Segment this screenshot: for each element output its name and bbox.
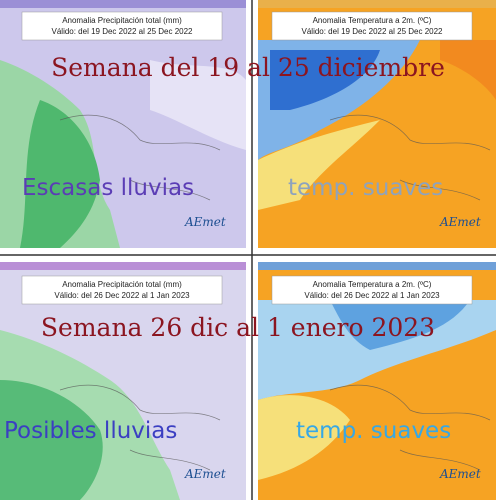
header-box <box>21 11 223 41</box>
caption: temp. suaves <box>288 175 443 201</box>
map-title: Anomalia Precipitación total (mm) <box>62 280 182 289</box>
rain-area <box>0 380 103 500</box>
caption: Escasas lluvias <box>22 175 194 201</box>
coastline <box>59 384 221 471</box>
rain-area <box>20 100 100 248</box>
coastline <box>329 384 491 471</box>
colorbar <box>258 262 496 270</box>
coastline <box>329 114 491 201</box>
logo: AEmet <box>184 215 226 229</box>
caption: temp. suaves <box>296 418 451 444</box>
dry-area <box>150 60 246 150</box>
caption: Posibles lluvias <box>4 418 177 444</box>
precip-map-2: Anomalia Precipitación total (mm) Válido… <box>0 262 246 500</box>
valid-range: Válido: del 19 Dec 2022 al 25 Dec 2022 <box>302 27 444 36</box>
temp-map-1: Anomalia Temperatura a 2m. (ºC) Válido: … <box>258 0 496 248</box>
valid-range: Válido: del 26 Dec 2022 al 1 Jan 2023 <box>54 291 190 300</box>
valid-range: Válido: del 26 Dec 2022 al 1 Jan 2023 <box>304 291 440 300</box>
mild-area <box>258 120 380 210</box>
week-heading: Semana 26 dic al 1 enero 2023 <box>41 313 435 342</box>
logo: AEmet <box>439 215 481 229</box>
cold-area <box>330 300 470 350</box>
logo: AEmet <box>184 467 226 481</box>
map-title: Anomalia Precipitación total (mm) <box>62 16 182 25</box>
map-title: Anomalia Temperatura a 2m. (ºC) <box>313 280 432 289</box>
coastline <box>59 114 221 201</box>
precip-map-1: Anomalia Precipitación total (mm) Válido… <box>0 0 246 248</box>
valid-range: Válido: del 19 Dec 2022 al 25 Dec 2022 <box>52 27 194 36</box>
warm-area <box>440 40 496 100</box>
colorbar <box>258 0 496 8</box>
mild-area <box>258 395 350 480</box>
map-title: Anomalia Temperatura a 2m. (ºC) <box>313 16 432 25</box>
cold-area <box>270 50 380 110</box>
week-heading: Semana del 19 al 25 diciembre <box>51 53 445 82</box>
temp-map-2: Anomalia Temperatura a 2m. (ºC) Válido: … <box>258 262 496 500</box>
header-box <box>271 275 473 305</box>
colorbar <box>0 262 246 270</box>
logo: AEmet <box>439 467 481 481</box>
header-box <box>271 11 473 41</box>
header-box <box>21 275 223 305</box>
colorbar <box>0 0 246 8</box>
